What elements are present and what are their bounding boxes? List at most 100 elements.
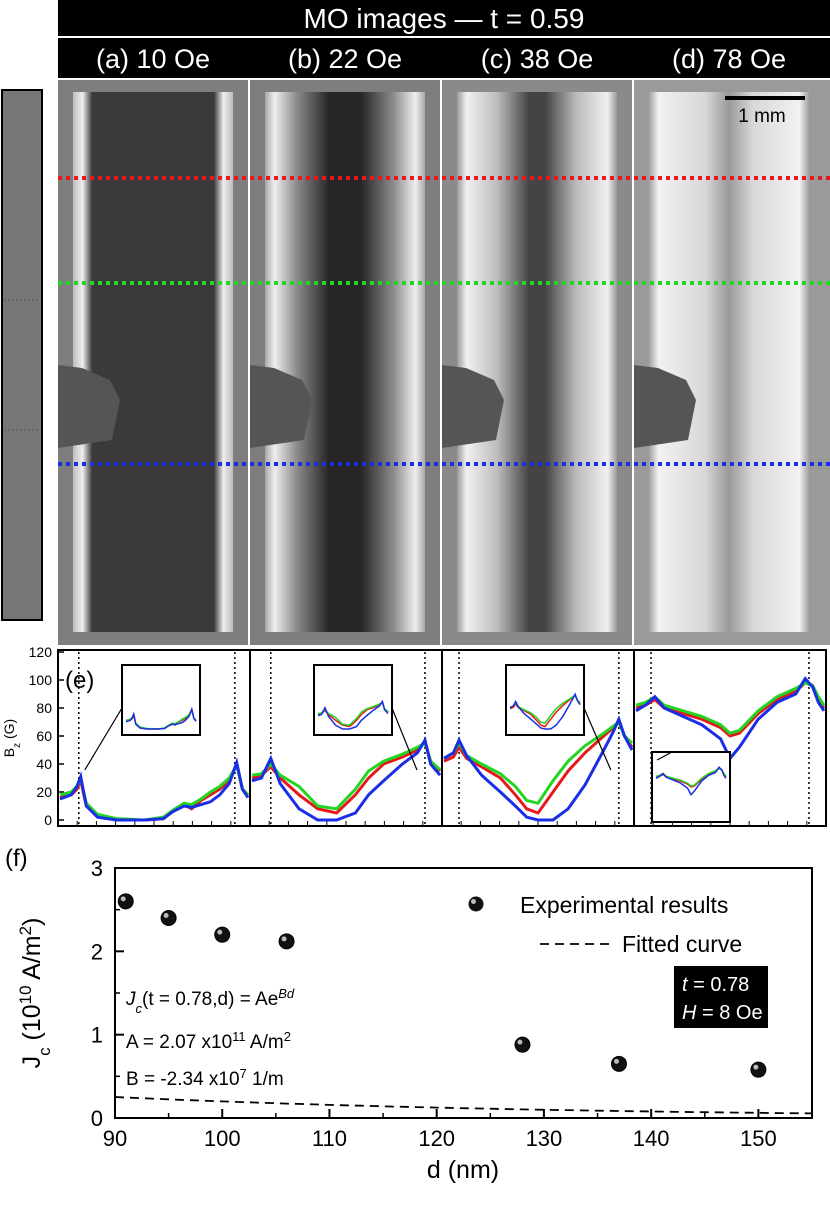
mo-panel-d [634,80,830,645]
inset-arrow [583,707,612,771]
panel-label-a: (a) 10 Oe [96,44,210,74]
y-label-sub: z [12,743,23,748]
y-tick-label: 0 [44,812,52,828]
fitted-curve [114,1096,813,1115]
data-point [117,893,134,910]
y-label-exp: 10 [16,985,35,1004]
profile-line-blue [443,715,634,822]
header-title: MO images — t = 0.59 [304,3,585,34]
mo-panel-c [442,80,632,645]
equation-line-2: A = 2.07 x1011 A/m2 [126,1029,291,1054]
mo-panel-a [58,80,248,645]
y-tick-label: 100 [29,672,53,688]
y-axis-label: Bz (G) [1,719,23,757]
data-point-highlight [753,1064,759,1070]
condition-h: H = 8 Oe [682,1002,763,1024]
data-point-highlight [613,1058,619,1064]
data-point [514,1036,531,1053]
panel-label-c: (c) 38 Oe [481,44,594,74]
data-point-highlight [163,913,169,918]
y-label-rest: A/m [18,935,46,985]
eq-A-exp: 11 [232,1029,246,1044]
x-tick-label: 130 [526,1126,563,1151]
eq-c: c [136,1001,143,1016]
mo-debris-d [634,365,696,448]
data-point-highlight [120,896,126,902]
y-label-close: ) [18,918,46,926]
eq-A-unit: A/m [246,1032,284,1053]
y-axis-label: Jc (1010 A/m2) [16,918,54,1069]
y-tick-label: 120 [29,644,53,660]
eq-A: A = 2.07 x10 [126,1032,232,1053]
profile-line-red [59,759,250,822]
mo-debris-b [250,365,312,448]
x-tick-label: 100 [204,1126,241,1151]
y-tick-label: 40 [36,756,52,772]
equation-line-3: B = -2.34 x107 1/m [126,1066,284,1091]
x-tick-label: 90 [103,1126,127,1151]
mo-sample-a [73,92,233,632]
y-tick-label: 20 [36,784,52,800]
mo-debris-c [442,365,504,448]
mo-debris-a [58,365,120,448]
inset-line-blue [509,692,581,730]
inset-arrow [391,707,418,771]
eq-exp: Bd [278,986,295,1001]
inset-box [121,664,201,736]
inset-line-blue [317,699,389,730]
eq-args: (t = 0.78,d) = Ae [142,989,278,1010]
panel-label-bar [58,38,830,78]
x-tick-label: 150 [740,1126,777,1151]
data-point-highlight [217,929,223,935]
legend-label-fit: Fitted curve [622,931,742,957]
scale-bar-label: 1 mm [738,106,786,127]
legend-marker-experimental [468,896,484,912]
panel-label-d: (d) 78 Oe [672,44,786,74]
data-point [750,1061,767,1078]
profile-panel-e: 0 20 40 60 80 100 120 Bz (G) (e) [1,644,827,828]
data-point [160,910,177,926]
eq-B-unit: 1/m [247,1069,284,1090]
y-tick-label: 3 [91,856,103,881]
mo-sample-d [649,92,809,632]
condition-t-val: = 0.78 [688,974,750,996]
inset-line-blue [125,706,197,730]
legend-marker-highlight [471,899,476,904]
y-label-unit: (G) [1,719,17,743]
profile-line-blue [635,676,826,762]
condition-h-val: = 8 Oe [696,1002,762,1024]
mo-sample-b [265,92,425,632]
y-tick-label: 60 [36,728,52,744]
header-bar [58,0,830,36]
y-tick-label: 1 [91,1023,103,1048]
condition-box [674,966,768,1028]
panel-label-b: (b) 22 Oe [288,44,402,74]
inset-arrow [656,751,673,761]
data-point-highlight [517,1039,523,1045]
data-point [610,1055,627,1072]
data-point [278,933,295,950]
profile-line-blue [251,736,442,822]
y-label-unit: (10 [18,1004,46,1047]
sample-outline [1,89,43,621]
panel-e-label: (e) [65,667,94,694]
inset-arrow [84,707,123,771]
profile-line-red [251,738,442,815]
x-tick-label: 140 [633,1126,670,1151]
x-axis-label: d (nm) [427,1156,499,1184]
condition-h-var: H [682,1002,697,1024]
eq-J: J [125,989,136,1010]
inset-line-blue [655,766,727,796]
legend-label-experimental: Experimental results [520,892,728,918]
profile-line-blue [59,757,250,822]
data-point [214,926,231,943]
data-point-highlight [281,936,287,942]
panel-f-label: (f) [5,845,28,872]
y-tick-label: 0 [91,1106,103,1131]
eq-A-unit-exp: 2 [284,1029,291,1044]
mo-sample-c [457,92,617,632]
y-label-sub: c [35,1047,54,1056]
condition-t: t = 0.78 [682,974,749,996]
